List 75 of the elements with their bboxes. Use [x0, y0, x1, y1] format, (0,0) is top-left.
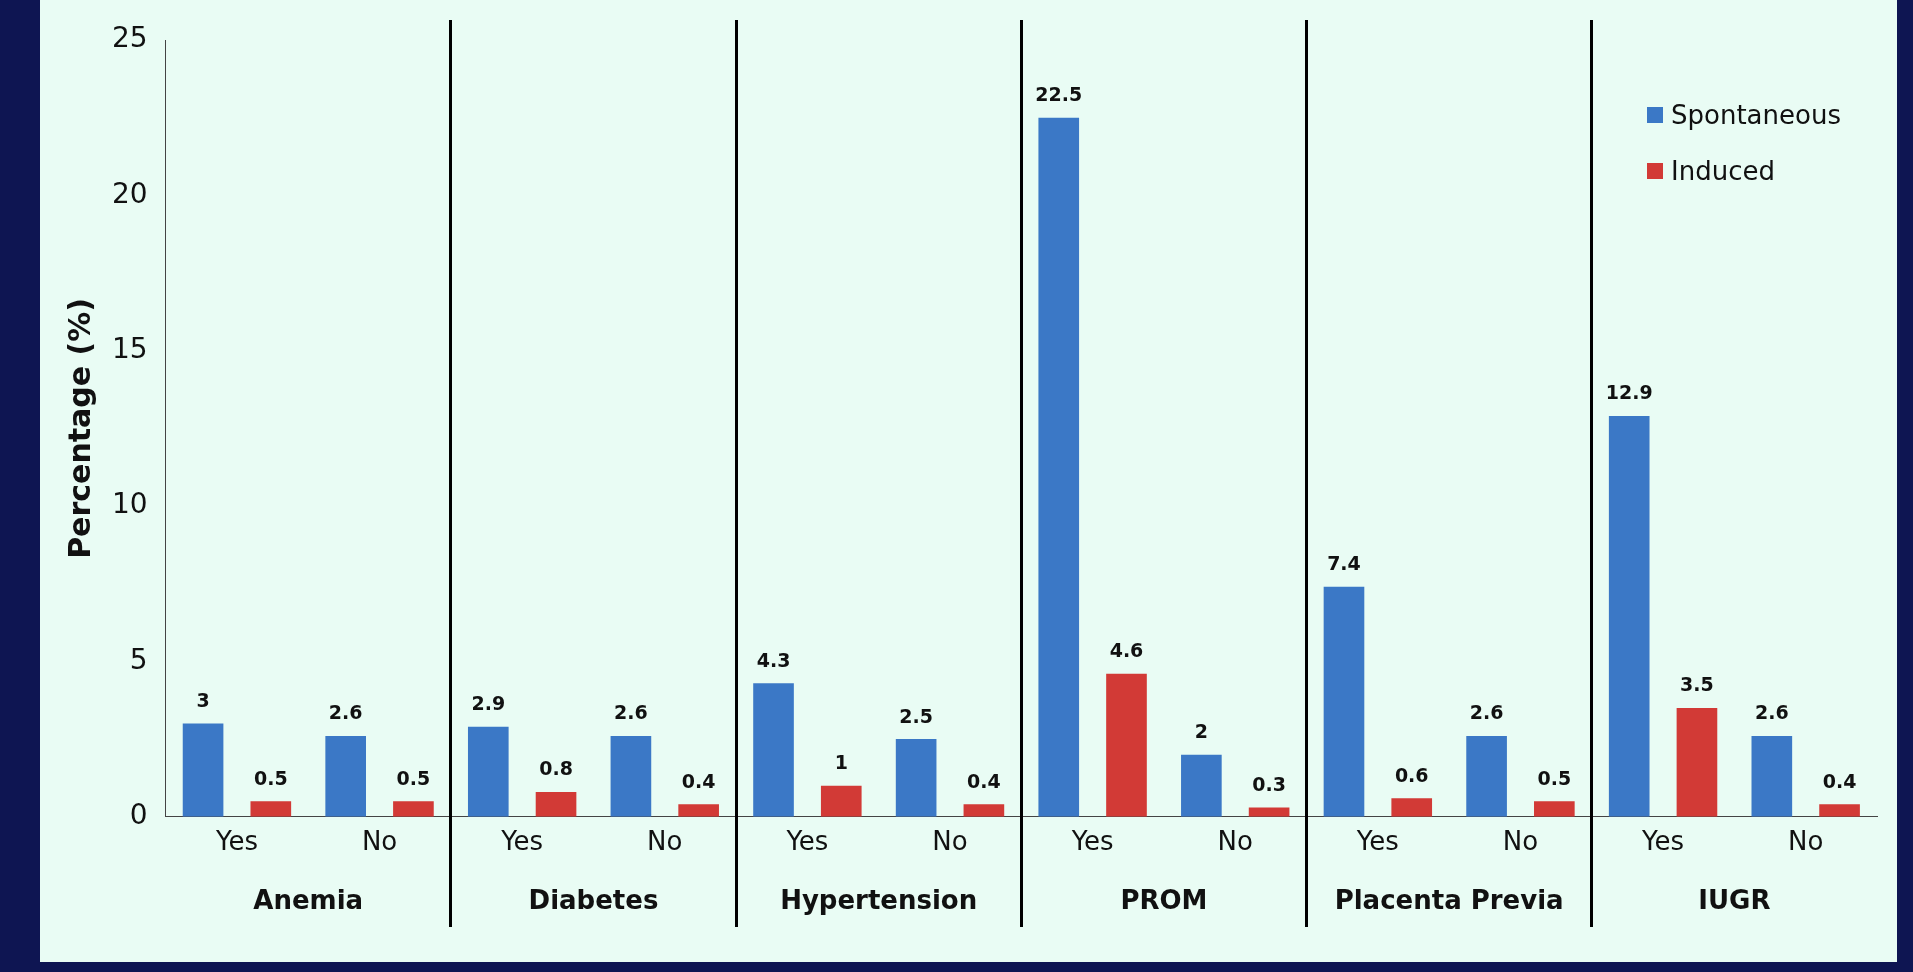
x-tick-label: Yes: [500, 826, 544, 857]
legend-label: Induced: [1671, 156, 1775, 186]
data-label: 2: [1194, 720, 1208, 743]
data-label: 2.6: [328, 701, 363, 724]
x-tick-label: No: [1217, 826, 1253, 857]
bar: [325, 736, 366, 817]
x-tick-label: No: [1788, 826, 1824, 857]
text: Diabetes: [527, 884, 660, 915]
bar: [895, 739, 937, 817]
data-label: 0.8: [539, 757, 573, 780]
x-tick-label: No: [361, 826, 398, 857]
data-label: 0.5: [253, 766, 288, 789]
text: Hypertension: [779, 884, 979, 915]
y-tick-label: 10: [111, 487, 148, 521]
x-tick-label: No: [932, 826, 968, 857]
y-tick-label: 5: [129, 642, 148, 676]
data-label: 4.3: [756, 648, 791, 671]
bar: [753, 683, 794, 817]
x-tick-label: Yes: [1070, 826, 1114, 857]
data-label: 12.9: [1605, 381, 1653, 404]
legend-label: Spontaneous: [1671, 100, 1841, 130]
x-tick-label: Yes: [1641, 826, 1685, 857]
x-tick-label: No: [647, 826, 683, 857]
data-label: 0.3: [1252, 772, 1286, 795]
data-label: 2.6: [1469, 701, 1504, 724]
text: Placenta Previa: [1333, 884, 1565, 915]
data-label: 3: [196, 689, 210, 712]
y-tick-label: 25: [111, 21, 148, 55]
bar: [1751, 736, 1793, 817]
y-tick-label: 0: [129, 798, 148, 832]
bar: [678, 804, 719, 817]
y-tick-label: 20: [111, 176, 148, 210]
x-tick-label: No: [1502, 826, 1539, 857]
bar: [1106, 673, 1147, 817]
data-label: 3.5: [1680, 673, 1714, 696]
bar: [1676, 708, 1718, 817]
data-label: 4.6: [1109, 639, 1144, 662]
y-axis-title: Percentage (%): [61, 297, 97, 559]
text: Anemia: [252, 884, 365, 915]
bar: [250, 801, 292, 817]
data-label: 1: [834, 751, 848, 774]
data-label: 2.9: [471, 692, 506, 715]
bar: [182, 723, 224, 817]
bar: [1608, 415, 1650, 817]
data-label: 7.4: [1327, 552, 1361, 575]
bar: [1323, 586, 1365, 817]
bar: [1181, 754, 1222, 817]
bar: [535, 791, 577, 817]
text: IUGR: [1697, 884, 1772, 915]
y-tick-label: 15: [111, 332, 148, 365]
data-label: 2.6: [614, 701, 648, 724]
bar: [1038, 117, 1080, 817]
text: PROM: [1119, 884, 1209, 915]
data-label: 2.5: [899, 704, 933, 727]
data-label: 0.5: [396, 766, 431, 789]
bar: [1534, 801, 1575, 817]
data-label: 0.4: [967, 769, 1001, 792]
bar: [820, 785, 862, 817]
bar: [467, 726, 509, 817]
data-label: 0.5: [1537, 766, 1572, 789]
bar: [1466, 736, 1507, 817]
x-tick-label: Yes: [785, 826, 829, 857]
bar: [1819, 804, 1860, 817]
data-label: 2.6: [1754, 701, 1789, 724]
bar: [1391, 798, 1433, 817]
data-label: 0.4: [1822, 769, 1857, 792]
data-label: 22.5: [1035, 83, 1083, 106]
bar: [610, 736, 652, 817]
data-label: 0.4: [681, 769, 716, 792]
bar: [393, 801, 434, 817]
x-tick-label: Yes: [1355, 826, 1399, 857]
bar: [1248, 807, 1290, 817]
x-tick-label: Yes: [214, 826, 258, 857]
data-label: 0.6: [1394, 763, 1429, 786]
bar: [963, 804, 1005, 817]
